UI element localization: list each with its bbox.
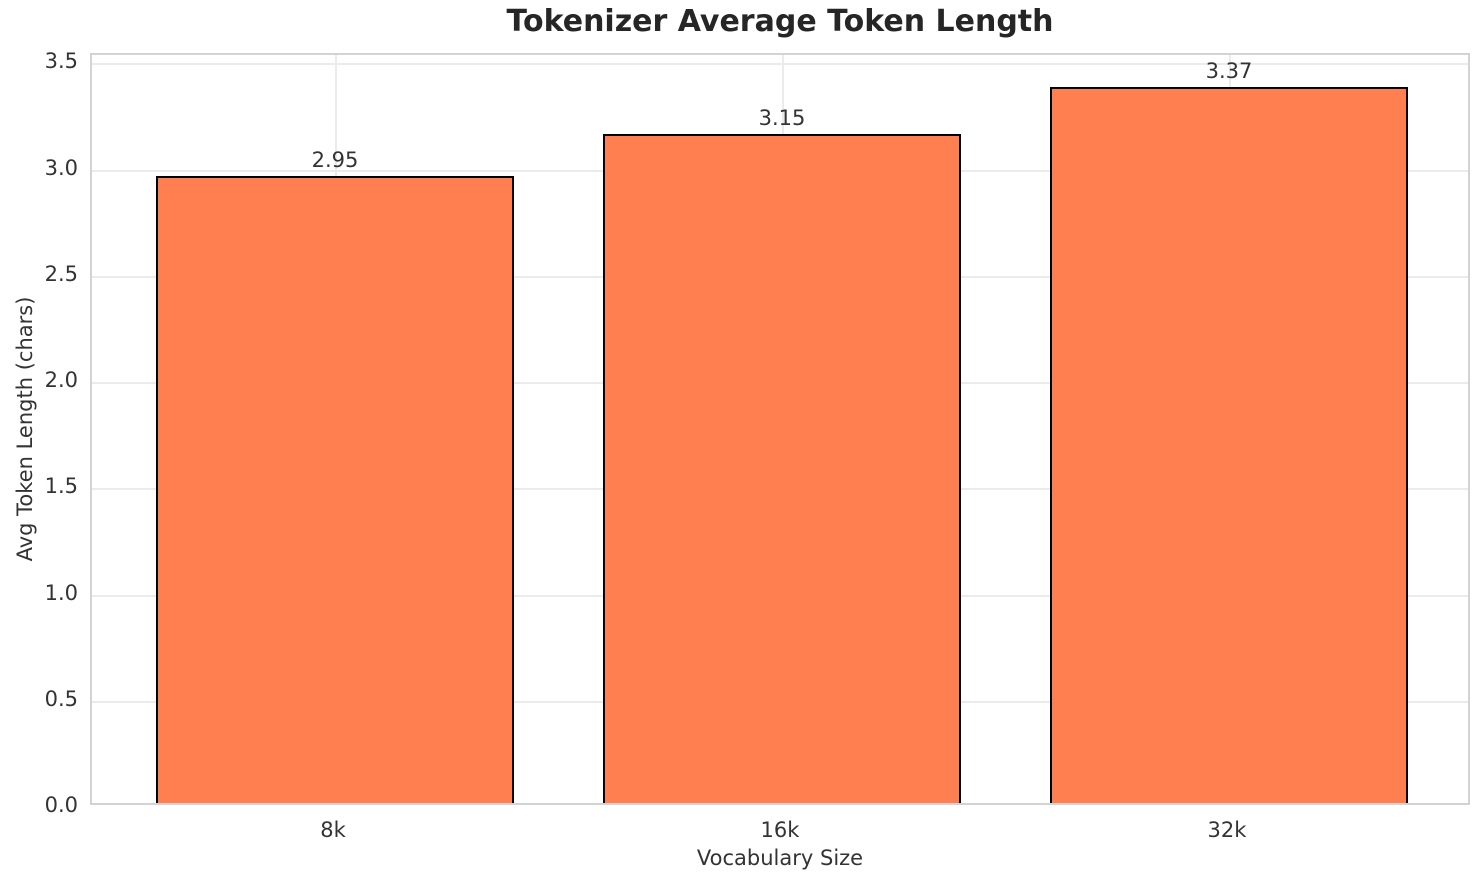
- bar-value-label: 3.15: [758, 105, 806, 130]
- y-tick-label: 0.5: [44, 686, 78, 711]
- bar: [156, 176, 514, 803]
- x-axis-label: Vocabulary Size: [696, 846, 864, 870]
- x-tick-label: 32k: [1207, 818, 1247, 842]
- y-tick-label: 3.0: [44, 155, 78, 180]
- gridline-horizontal: [92, 63, 1468, 66]
- y-tick-label: 2.5: [44, 261, 78, 286]
- bar: [1049, 87, 1408, 803]
- bar-value-label: 3.37: [1205, 59, 1253, 84]
- plot-area: 2.95 3.15 3.37: [90, 53, 1470, 805]
- bar-value-label: 2.95: [311, 148, 359, 173]
- chart-title: Tokenizer Average Token Length: [506, 4, 1054, 39]
- y-tick-label: 3.5: [44, 49, 78, 74]
- x-tick-label: 8k: [320, 818, 346, 842]
- y-axis-label: Avg Token Length (chars): [13, 296, 37, 562]
- bar: [603, 133, 961, 803]
- y-tick-label: 2.0: [44, 368, 78, 393]
- y-tick-label: 1.0: [44, 580, 78, 605]
- y-tick-label: 0.0: [44, 793, 78, 817]
- y-tick-label: 1.5: [44, 474, 78, 499]
- x-tick-label: 16k: [760, 818, 800, 842]
